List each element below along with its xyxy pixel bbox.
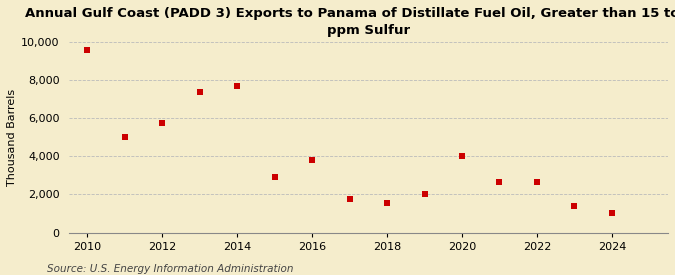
Point (531, 180, 542, 184)
Point (269, 175, 280, 180)
Point (606, 210, 617, 215)
Point (456, 154, 467, 159)
Point (306, 158, 317, 163)
Point (157, 121, 167, 125)
Point (82, 48, 92, 52)
Point (381, 201, 392, 205)
Point (419, 191, 430, 196)
Y-axis label: Thousand Barrels: Thousand Barrels (7, 89, 17, 186)
Point (119, 135, 130, 140)
Title: Annual Gulf Coast (PADD 3) Exports to Panama of Distillate Fuel Oil, Greater tha: Annual Gulf Coast (PADD 3) Exports to Pa… (25, 7, 675, 37)
Point (194, 90, 205, 94)
Point (494, 180, 505, 184)
Text: Source: U.S. Energy Information Administration: Source: U.S. Energy Information Administ… (47, 264, 294, 274)
Point (344, 197, 355, 201)
Point (232, 84, 242, 88)
Point (569, 204, 580, 208)
